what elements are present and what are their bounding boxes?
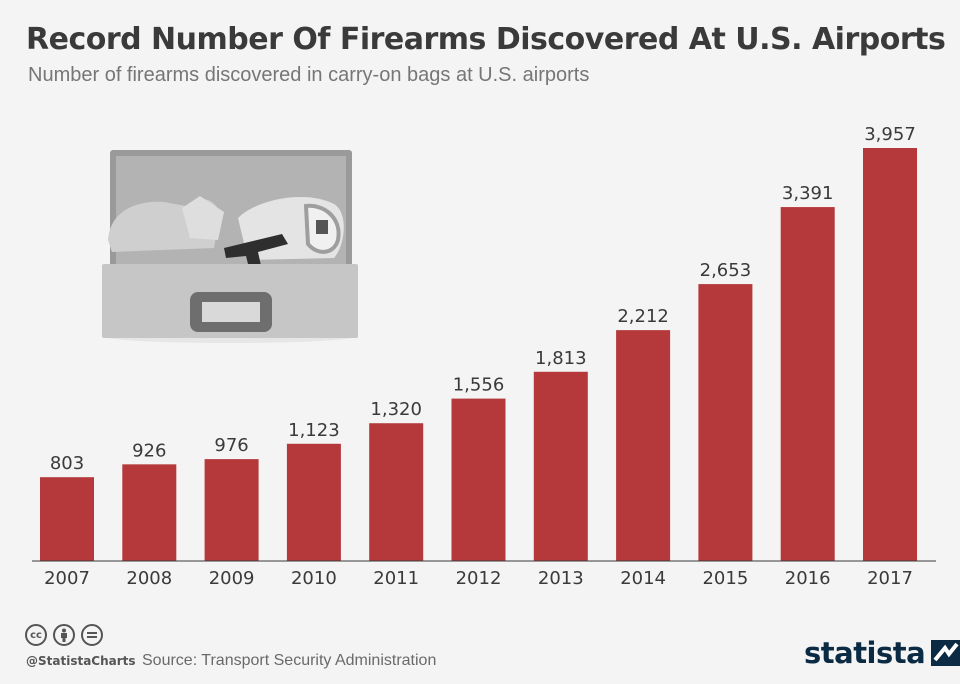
x-tick-label: 2015	[702, 568, 748, 589]
bar-value-label: 926	[132, 440, 166, 461]
x-tick-label: 2014	[620, 568, 666, 589]
bar-2015	[698, 284, 753, 561]
bar-2013	[533, 371, 588, 561]
bar-value-label: 1,320	[370, 399, 422, 420]
bar-value-label: 803	[50, 453, 84, 474]
x-tick-label: 2011	[373, 568, 419, 589]
bar-2011	[369, 423, 424, 561]
bar-2010	[286, 443, 341, 561]
statista-logo-icon	[931, 640, 960, 666]
bar-2007	[40, 477, 94, 561]
x-tick-label: 2008	[126, 568, 172, 589]
nd-icon[interactable]	[81, 624, 103, 646]
bar-2012	[451, 398, 506, 561]
bar-2009	[204, 459, 259, 561]
x-tick-label: 2017	[867, 568, 913, 589]
x-tick-label: 2009	[209, 568, 255, 589]
bar-value-label: 1,556	[453, 375, 505, 396]
bar-value-label: 1,123	[288, 420, 340, 441]
x-tick-label: 2016	[785, 568, 831, 589]
statista-wordmark: statista	[804, 636, 926, 670]
x-tick-label: 2012	[456, 568, 502, 589]
bar-value-label: 1,813	[535, 348, 587, 369]
statista-handle[interactable]: @StatistaCharts	[26, 654, 136, 668]
cc-icon[interactable]: cc	[25, 624, 47, 646]
chart-title: Record Number Of Firearms Discovered At …	[26, 22, 946, 57]
license-icons: cc	[25, 624, 103, 646]
bar-value-label: 3,957	[864, 124, 916, 145]
bar-value-label: 3,391	[782, 183, 834, 204]
bar-value-label: 976	[214, 435, 248, 456]
chart-subtitle: Number of firearms discovered in carry-o…	[28, 64, 590, 86]
bar-2014	[616, 330, 671, 561]
bar-value-label: 2,653	[700, 260, 752, 281]
statista-logo[interactable]: statista	[804, 636, 960, 670]
x-tick-label: 2013	[538, 568, 584, 589]
bar-value-label: 2,212	[617, 306, 669, 327]
x-tick-label: 2007	[44, 568, 90, 589]
bar-2016	[780, 207, 835, 561]
suitcase-with-gun-illustration	[102, 150, 358, 343]
by-icon[interactable]	[53, 624, 75, 646]
bar-chart: 803 926 976 1,123 1,320 1,556 1,813 2,212 2,653 3…	[32, 124, 936, 589]
bar-2008	[122, 464, 177, 561]
bar-2017	[863, 148, 917, 561]
x-tick-label: 2010	[291, 568, 337, 589]
source-note: Source: Transport Security Administratio…	[142, 652, 437, 669]
